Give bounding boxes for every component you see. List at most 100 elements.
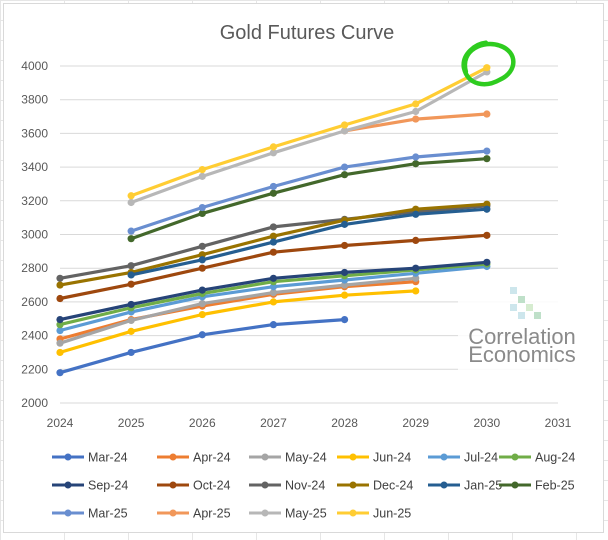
data-point[interactable] [198,172,206,180]
data-point[interactable] [483,200,491,208]
data-point[interactable] [412,107,420,116]
legend-item-jun-25[interactable]: Jun-25 [337,507,411,521]
data-point[interactable] [412,160,420,168]
data-point[interactable] [412,115,420,123]
data-point[interactable] [198,299,206,308]
legend-item-jun-24[interactable]: Jun-24 [337,451,411,465]
data-point[interactable] [269,189,278,197]
legend-item-aug-24[interactable]: Aug-24 [499,451,575,465]
data-point[interactable] [412,100,420,108]
data-point[interactable] [198,242,206,250]
data-point[interactable] [483,147,491,155]
data-point[interactable] [412,153,420,161]
data-point[interactable] [340,268,349,277]
series-mar-24[interactable] [56,315,349,377]
data-point[interactable] [127,300,135,309]
series-line[interactable] [129,157,489,241]
data-point[interactable] [340,163,349,171]
legend-item-nov-24[interactable]: Nov-24 [249,479,325,493]
data-point[interactable] [198,256,206,264]
data-point[interactable] [198,286,206,294]
data-point[interactable] [269,223,278,231]
legend[interactable]: Mar-24 Apr-24 May-24 Jun-24 Jul-24 Aug-24 Sep-… [52,451,575,521]
data-point[interactable] [483,258,491,266]
data-point[interactable] [340,315,349,324]
data-point[interactable] [340,281,349,289]
data-point[interactable] [269,274,278,282]
series-mar-25[interactable] [127,147,491,235]
data-point[interactable] [56,326,64,335]
data-point[interactable] [56,294,64,303]
data-point[interactable] [127,348,135,357]
data-point[interactable] [198,166,206,174]
data-point[interactable] [269,289,278,297]
data-point[interactable] [269,238,278,246]
data-point[interactable] [412,210,420,218]
series-jun-25[interactable] [127,64,491,200]
series-line[interactable] [129,149,489,233]
legend-item-sep-24[interactable]: Sep-24 [52,479,128,493]
data-point[interactable] [269,248,278,256]
legend-item-oct-24[interactable]: Oct-24 [157,479,231,493]
data-point[interactable] [340,121,349,129]
data-point[interactable] [340,171,349,179]
data-point[interactable] [198,264,206,272]
series-may-24[interactable] [56,274,420,347]
legend-item-jan-25[interactable]: Jan-25 [428,479,502,493]
data-point[interactable] [269,149,278,157]
data-point[interactable] [56,348,64,357]
legend-item-jul-24[interactable]: Jul-24 [428,451,498,465]
data-point[interactable] [127,316,135,325]
data-point[interactable] [127,235,135,243]
data-point[interactable] [198,203,206,212]
data-point[interactable] [483,155,491,163]
data-point[interactable] [412,236,420,244]
data-point[interactable] [483,64,491,72]
data-point[interactable] [269,283,278,291]
legend-item-may-24[interactable]: May-24 [249,451,327,465]
data-point[interactable] [198,251,206,259]
data-point[interactable] [340,127,349,135]
data-point[interactable] [483,110,491,118]
data-point[interactable] [412,264,420,272]
data-point[interactable] [483,205,491,213]
series-jan-25[interactable] [127,205,491,279]
data-point[interactable] [412,205,420,213]
data-point[interactable] [269,182,278,191]
data-point[interactable] [269,321,278,329]
series-jun-24[interactable] [56,287,420,357]
legend-item-may-25[interactable]: May-25 [249,507,327,521]
legend-item-dec-24[interactable]: Dec-24 [337,479,413,493]
legend-item-mar-24[interactable]: Mar-24 [52,451,128,465]
data-point[interactable] [483,231,491,239]
data-point[interactable] [340,220,349,228]
series-line[interactable] [129,207,489,277]
data-point[interactable] [412,274,420,282]
data-point[interactable] [127,192,135,200]
data-point[interactable] [198,331,206,339]
data-point[interactable] [56,321,64,329]
data-point[interactable] [127,262,135,270]
series-feb-25[interactable] [127,155,491,243]
series-line[interactable] [129,66,489,198]
data-point[interactable] [269,143,278,151]
data-point[interactable] [127,198,135,207]
data-point[interactable] [198,310,206,319]
data-point[interactable] [127,227,135,235]
data-point[interactable] [127,271,135,279]
data-point[interactable] [340,241,349,250]
data-point[interactable] [56,274,64,282]
series-line[interactable] [129,70,489,205]
data-point[interactable] [340,291,349,299]
legend-item-feb-25[interactable]: Feb-25 [499,479,575,493]
data-point[interactable] [127,327,135,335]
series-line[interactable] [58,276,418,345]
data-point[interactable] [269,232,278,240]
data-point[interactable] [269,298,278,306]
legend-item-apr-25[interactable]: Apr-25 [157,507,231,521]
data-point[interactable] [56,281,64,289]
data-point[interactable] [56,315,64,324]
data-point[interactable] [412,287,420,295]
data-point[interactable] [56,369,64,377]
data-point[interactable] [127,280,135,288]
